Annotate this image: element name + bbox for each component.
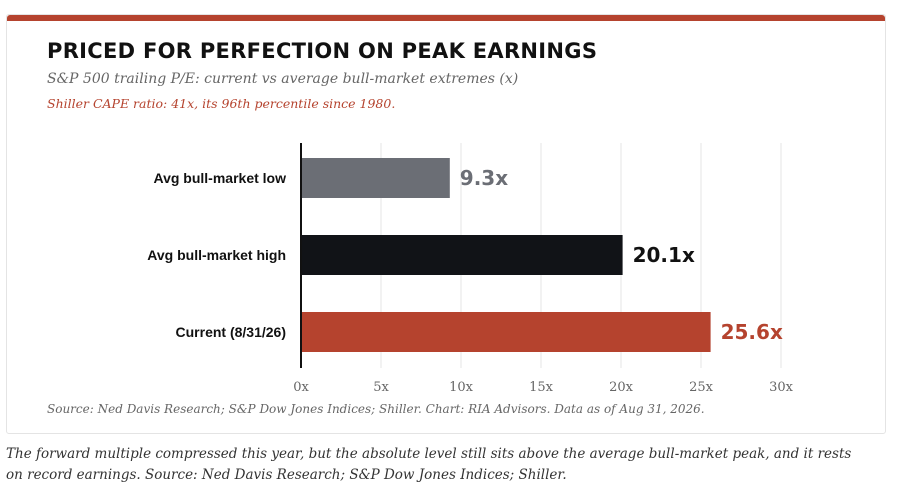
- x-tick-label: 5x: [373, 380, 389, 395]
- category-label: Avg bull-market high: [147, 247, 286, 263]
- value-label: 25.6x: [721, 320, 783, 344]
- figure-caption: The forward multiple compressed this yea…: [6, 446, 852, 483]
- x-tick-label: 10x: [449, 380, 474, 395]
- bar: [301, 235, 623, 275]
- value-label: 20.1x: [633, 243, 695, 267]
- x-tick-label: 0x: [293, 380, 309, 395]
- x-tick-label: 30x: [769, 380, 794, 395]
- chart-note: Shiller CAPE ratio: 41x, its 96th percen…: [47, 96, 396, 111]
- chart-card: PRICED FOR PERFECTION ON PEAK EARNINGS S…: [6, 14, 886, 434]
- x-tick-label: 25x: [689, 380, 714, 395]
- x-tick-label: 20x: [609, 380, 634, 395]
- bar: [301, 158, 450, 198]
- category-label: Avg bull-market low: [153, 170, 286, 186]
- chart-title: PRICED FOR PERFECTION ON PEAK EARNINGS: [47, 39, 598, 63]
- bar: [301, 312, 711, 352]
- card-accent-bar: [7, 15, 885, 21]
- value-label: 9.3x: [460, 166, 508, 190]
- chart-subtitle: S&P 500 trailing P/E: current vs average…: [47, 71, 519, 87]
- chart-source: Source: Ned Davis Research; S&P Dow Jone…: [47, 402, 705, 416]
- category-label: Current (8/31/26): [176, 324, 286, 340]
- x-tick-label: 15x: [529, 380, 554, 395]
- bar-chart: Avg bull-market low 9.3x Avg bull-market h…: [147, 143, 794, 395]
